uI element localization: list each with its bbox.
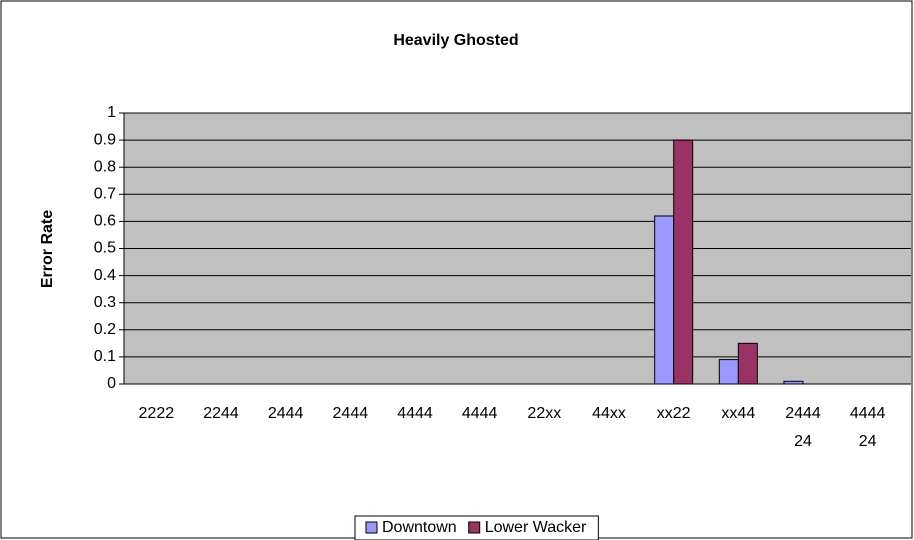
legend-swatch	[365, 521, 378, 534]
x-tick-label: 4444	[397, 405, 433, 422]
bar	[737, 342, 758, 385]
x-tick-label-line: 4444	[850, 405, 886, 422]
y-tick-label: 0.8	[94, 158, 116, 175]
bar	[654, 215, 675, 385]
x-tick-label: 44xx	[592, 405, 626, 422]
x-tick-label: 2444	[333, 405, 369, 422]
legend-swatch	[468, 521, 481, 534]
x-tick-label-line: 2444	[785, 405, 821, 422]
x-tick-label: 4444 24	[850, 405, 886, 450]
x-tick-label-line: 24	[859, 433, 877, 450]
x-tick-label: 2444 24	[785, 405, 821, 450]
y-axis-title: Error Rate	[39, 210, 56, 288]
y-tick-label: 0.2	[94, 321, 116, 338]
legend-label: Downtown	[382, 519, 457, 536]
x-tick-label-line: 24	[794, 433, 812, 450]
y-tick-label: 0	[107, 375, 116, 392]
y-tick-label: 0.4	[94, 267, 116, 284]
x-tick-label: xx44	[721, 405, 755, 422]
y-tick-label: 0.1	[94, 348, 116, 365]
x-tick-label: 2222	[139, 405, 175, 422]
x-tick-label: xx22	[657, 405, 691, 422]
y-tick-label: 0.6	[94, 213, 116, 230]
x-tick-label: 4444	[462, 405, 498, 422]
y-tick-label: 0.5	[94, 240, 116, 257]
bar	[673, 139, 694, 385]
bar	[718, 359, 739, 385]
y-tick-label: 0.3	[94, 294, 116, 311]
x-tick-label: 2244	[203, 405, 239, 422]
x-tick-label: 2444	[268, 405, 304, 422]
x-tick-label: 22xx	[527, 405, 561, 422]
legend-label: Lower Wacker	[485, 519, 587, 536]
y-tick-label: 1	[107, 104, 116, 121]
chart-title: Heavily Ghosted	[393, 32, 518, 49]
y-tick-label: 0.9	[94, 131, 116, 148]
y-tick-label: 0.7	[94, 186, 116, 203]
